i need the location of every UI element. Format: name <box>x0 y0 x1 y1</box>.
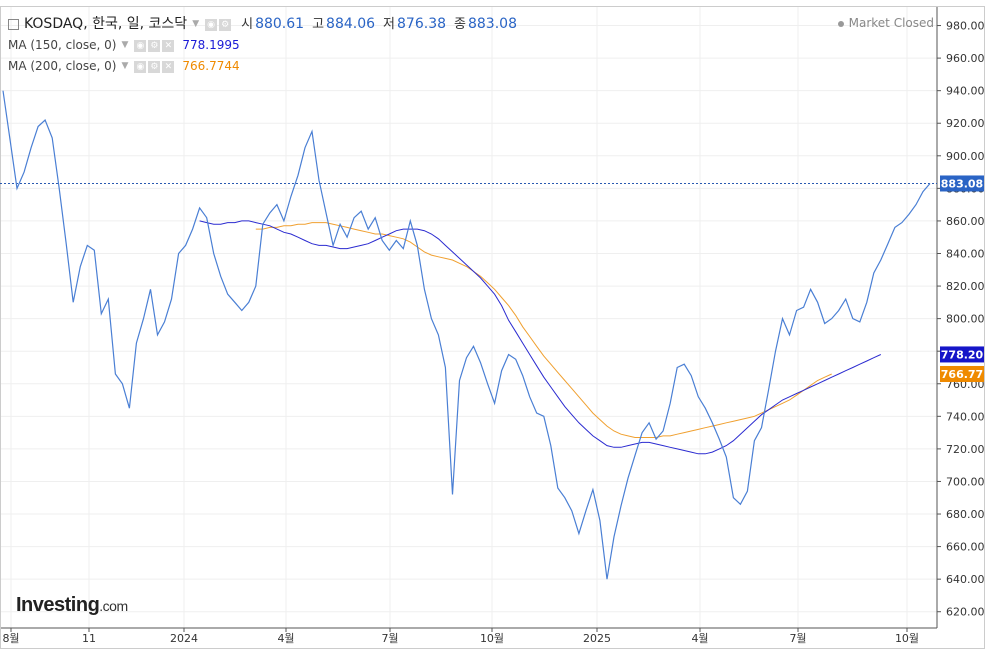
gear-icon[interactable]: ⚙ <box>148 39 161 52</box>
y-tick-label: 640.00 <box>946 573 985 586</box>
y-tick-label: 920.00 <box>946 117 985 130</box>
y-tick-label: 900.00 <box>946 150 985 163</box>
y-tick-label: 660.00 <box>946 541 985 554</box>
ma150-line <box>199 220 882 455</box>
collapse-icon[interactable] <box>8 19 19 30</box>
ma150-badge: 778.20 <box>941 348 984 361</box>
x-tick-label: 10월 <box>895 632 919 645</box>
y-tick-label: 840.00 <box>946 247 985 260</box>
high-label: 고 <box>312 17 325 32</box>
logo-main: Investing <box>16 594 100 616</box>
y-tick-label: 720.00 <box>946 443 985 456</box>
x-tick-label: 2025 <box>583 632 611 645</box>
x-tick-label: 10월 <box>480 632 504 645</box>
market-status: Market Closed <box>837 16 934 30</box>
close-icon[interactable]: ✕ <box>162 60 175 73</box>
ma200-badge-bg <box>940 365 984 382</box>
gear-icon[interactable]: ⚙ <box>148 60 161 73</box>
open-label: 시 <box>241 17 254 32</box>
ma200-value: 766.7744 <box>182 59 240 73</box>
y-tick-label: 940.00 <box>946 85 985 98</box>
ma200-line <box>255 222 832 438</box>
price-line <box>2 90 931 580</box>
high-value: 884.06 <box>326 16 376 32</box>
y-tick-label: 980.00 <box>946 20 985 33</box>
legend: KOSDAQ, 한국, 일, 코스닥 ▼ ◉ ⚙ 시 880.61 고 884.06… <box>8 14 517 77</box>
last-price-badge-bg <box>940 175 984 192</box>
x-tick-label: 11 <box>82 632 96 645</box>
x-tick-label: 4월 <box>277 632 294 645</box>
y-tick-label: 820.00 <box>946 280 985 293</box>
x-tick-label: 7월 <box>789 632 806 645</box>
logo-suffix: .com <box>99 598 128 614</box>
last-price-badge: 883.08 <box>941 177 983 190</box>
ma150-name: MA (150, close, 0) <box>8 38 117 52</box>
axis-badges: 883.08 778.20 766.77 <box>940 175 984 382</box>
chevron-down-icon[interactable]: ▼ <box>121 61 129 71</box>
y-tick-label: 960.00 <box>946 52 985 65</box>
close-icon[interactable]: ✕ <box>162 39 175 52</box>
symbol-title: KOSDAQ, 한국, 일, 코스닥 <box>24 16 188 32</box>
symbol-row: KOSDAQ, 한국, 일, 코스닥 ▼ ◉ ⚙ 시 880.61 고 884.06… <box>8 14 517 35</box>
ma150-row: MA (150, close, 0) ▼ ◉ ⚙ ✕ 778.1995 <box>8 35 517 56</box>
y-tick-label: 800.00 <box>946 313 985 326</box>
y-tick-label: 860.00 <box>946 215 985 228</box>
status-dot-icon <box>837 20 844 27</box>
chevron-down-icon[interactable]: ▼ <box>192 19 200 29</box>
low-label: 저 <box>383 17 396 32</box>
low-value: 876.38 <box>397 16 447 32</box>
ma150-value: 778.1995 <box>182 38 240 52</box>
gear-icon[interactable]: ⚙ <box>219 18 232 31</box>
x-tick-label: 7월 <box>381 632 398 645</box>
x-tick-label: 2024 <box>170 632 198 645</box>
market-status-text: Market Closed <box>848 16 934 30</box>
ma200-name: MA (200, close, 0) <box>8 59 117 73</box>
investing-logo: Investing.com <box>16 594 128 617</box>
y-tick-label: 680.00 <box>946 508 985 521</box>
close-label: 종 <box>454 17 466 32</box>
chevron-down-icon[interactable]: ▼ <box>121 40 129 50</box>
y-tick-label: 700.00 <box>946 475 985 488</box>
y-tick-label: 740.00 <box>946 410 985 423</box>
ma200-badge: 766.77 <box>941 368 983 381</box>
x-tick-label: 8월 <box>2 632 19 645</box>
ma150-badge-bg <box>940 346 984 363</box>
ma200-row: MA (200, close, 0) ▼ ◉ ⚙ ✕ 766.7744 <box>8 56 517 77</box>
x-axis-ticks: 8월 11 2024 4월 7월 10월 2025 4월 7월 10월 <box>2 628 919 645</box>
open-value: 880.61 <box>255 16 305 32</box>
grid-lines <box>0 6 937 628</box>
close-value: 883.08 <box>467 16 517 32</box>
eye-icon[interactable]: ◉ <box>205 18 218 31</box>
x-tick-label: 4월 <box>691 632 708 645</box>
eye-icon[interactable]: ◉ <box>134 60 147 73</box>
eye-icon[interactable]: ◉ <box>134 39 147 52</box>
y-tick-label: 620.00 <box>946 606 985 619</box>
